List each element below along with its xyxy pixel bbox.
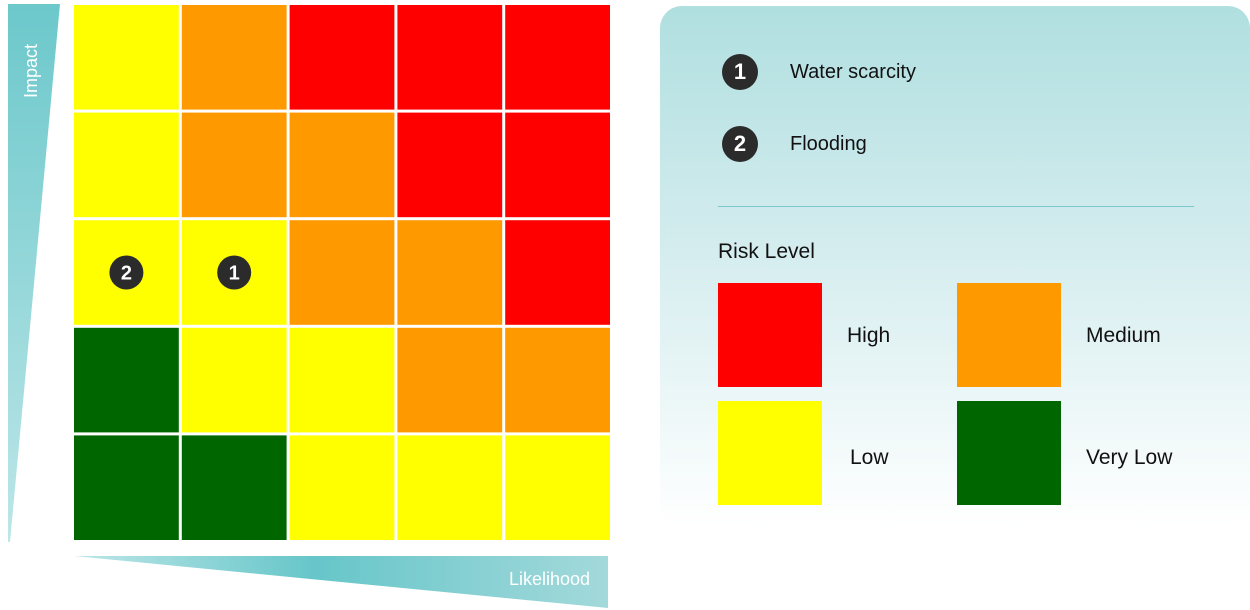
risk-2-matrix-marker: 2 (109, 255, 144, 290)
matrix-cell-r1-c2 (181, 5, 287, 110)
swatch-high-label: High (847, 324, 891, 347)
risk-1-matrix-marker: 1 (217, 255, 252, 290)
risk-2-name: Flooding (790, 132, 867, 155)
matrix-cell-r4-c2 (181, 327, 287, 433)
risk-marker-circle (217, 255, 252, 290)
swatch-medium-label: Medium (1086, 324, 1161, 347)
matrix-cell-r5-c4 (397, 435, 503, 540)
matrix-cell-r2-c3 (289, 112, 395, 218)
matrix-cell-r1-c4 (397, 5, 503, 110)
matrix-cell-r5-c1 (74, 435, 179, 540)
legend-risk-1: 1 Water scarcity (722, 54, 916, 90)
risk-1-marker: 1 (722, 54, 758, 90)
matrix-cell-r4-c5 (505, 327, 610, 433)
matrix-cell-r3-c3 (289, 220, 395, 325)
impact-axis-band (8, 4, 60, 542)
matrix-cell-r4-c3 (289, 327, 395, 433)
legend-panel: 1 Water scarcity 2 Flooding Risk Level H… (660, 6, 1250, 526)
matrix-cell-r5-c3 (289, 435, 395, 540)
risk-matrix: 12 (74, 5, 610, 540)
matrix-cell-r4-c1 (74, 327, 179, 433)
matrix-cell-r2-c1 (74, 112, 179, 218)
legend-risk-2: 2 Flooding (722, 126, 867, 162)
matrix-cell-r5-c2 (181, 435, 287, 540)
risk-marker-number: 2 (121, 263, 132, 285)
swatch-very-low (957, 401, 1061, 505)
legend-divider (718, 206, 1194, 207)
swatch-very-low-label: Very Low (1086, 446, 1173, 469)
matrix-cell-r1-c3 (289, 5, 395, 110)
risk-1-name: Water scarcity (790, 60, 916, 83)
likelihood-axis-label: Likelihood (509, 569, 590, 589)
swatch-high (718, 283, 822, 387)
swatch-low (718, 401, 822, 505)
matrix-cell-r2-c2 (181, 112, 287, 218)
matrix-cell-r4-c4 (397, 327, 503, 433)
likelihood-axis-band (74, 556, 608, 608)
matrix-cell-r3-c4 (397, 220, 503, 325)
matrix-cell-r1-c5 (505, 5, 610, 110)
matrix-cell-r2-c4 (397, 112, 503, 218)
swatch-low-label: Low (850, 446, 889, 469)
matrix-cell-r5-c5 (505, 435, 610, 540)
impact-axis: Impact (8, 4, 60, 542)
swatch-medium (957, 283, 1061, 387)
matrix-cell-r1-c1 (74, 5, 179, 110)
risk-2-marker: 2 (722, 126, 758, 162)
risk-level-title: Risk Level (718, 240, 815, 263)
matrix-cell-r2-c5 (505, 112, 610, 218)
likelihood-axis: Likelihood (74, 556, 608, 608)
risk-marker-number: 1 (229, 263, 240, 285)
risk-marker-circle (109, 255, 144, 290)
matrix-cell-r3-c5 (505, 220, 610, 325)
impact-axis-label: Impact (21, 44, 41, 98)
